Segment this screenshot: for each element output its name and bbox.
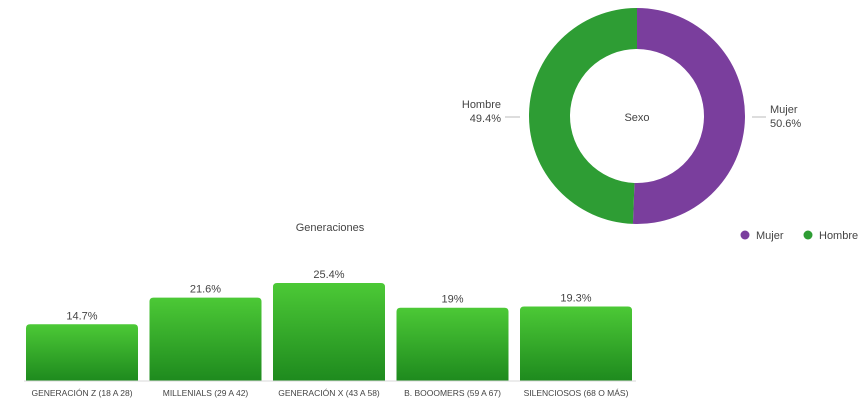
legend-swatch-mujer xyxy=(740,230,750,240)
category-label-3: B. BOOOMERS (59 A 67) xyxy=(404,388,501,398)
donut-chart-sexo xyxy=(528,8,745,224)
legend-label-mujer: Mujer xyxy=(756,230,784,242)
category-label-4: SILENCIOSOS (68 O MÁS) xyxy=(524,388,629,398)
legend-label-hombre: Hombre xyxy=(819,230,858,242)
donut-slice-hombre xyxy=(528,8,637,224)
legend-swatch-hombre xyxy=(803,230,813,240)
bar-4 xyxy=(520,306,632,381)
legend: Mujer Hombre xyxy=(740,230,858,242)
donut-slice-mujer xyxy=(632,8,745,224)
bar-3 xyxy=(396,307,509,381)
bar-2 xyxy=(273,283,385,381)
category-label-1: MILLENIALS (29 A 42) xyxy=(163,388,249,398)
bar-1 xyxy=(149,297,262,381)
bar-value-label-1: 21.6% xyxy=(190,284,221,296)
category-label-0: GENERACIÓN Z (18 A 28) xyxy=(31,388,132,398)
bar-value-label-0: 14.7% xyxy=(66,310,97,322)
slice-value-mujer: 50.6% xyxy=(770,118,801,130)
bar-0 xyxy=(26,324,138,381)
bar-value-label-2: 25.4% xyxy=(313,269,344,281)
category-label-2: GENERACIÓN X (43 A 58) xyxy=(278,388,380,398)
slice-value-hombre: 49.4% xyxy=(470,113,501,125)
bar-chart-generaciones: 14.7% GENERACIÓN Z (18 A 28) 21.6% MILLENIA… xyxy=(26,269,632,398)
slice-name-hombre: Hombre xyxy=(462,99,501,111)
donut-center-title: Sexo xyxy=(624,112,649,124)
slice-name-mujer: Mujer xyxy=(770,104,798,116)
bar-value-label-4: 19.3% xyxy=(560,293,591,305)
bar-chart-title: Generaciones xyxy=(296,222,365,234)
bar-value-label-3: 19% xyxy=(441,294,463,306)
